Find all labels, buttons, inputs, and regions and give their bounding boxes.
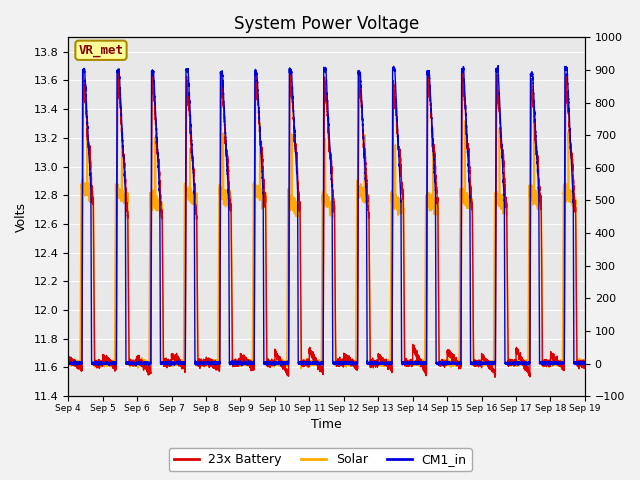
Solar xyxy=(258,192,266,198)
23x Battery xyxy=(170,352,177,358)
23x Battery xyxy=(492,374,499,380)
Solar xyxy=(579,360,587,366)
Line: CM1_in: CM1_in xyxy=(68,66,585,366)
Line: Solar: Solar xyxy=(68,111,585,368)
23x Battery xyxy=(581,360,589,365)
Solar xyxy=(531,108,538,114)
23x Battery xyxy=(471,360,479,365)
CM1_in xyxy=(398,360,406,365)
Solar xyxy=(581,357,589,363)
CM1_in xyxy=(64,361,72,367)
CM1_in xyxy=(494,63,502,69)
Solar xyxy=(170,362,177,368)
Y-axis label: Volts: Volts xyxy=(15,202,28,232)
Solar xyxy=(471,360,479,366)
CM1_in xyxy=(581,360,589,366)
Solar xyxy=(175,361,182,367)
Line: 23x Battery: 23x Battery xyxy=(68,69,585,377)
23x Battery xyxy=(579,365,587,371)
CM1_in xyxy=(175,360,182,366)
23x Battery xyxy=(398,184,406,190)
Solar xyxy=(398,204,406,210)
X-axis label: Time: Time xyxy=(311,419,342,432)
Legend: 23x Battery, Solar, CM1_in: 23x Battery, Solar, CM1_in xyxy=(168,448,472,471)
CM1_in xyxy=(579,360,587,365)
23x Battery xyxy=(64,356,72,362)
Title: System Power Voltage: System Power Voltage xyxy=(234,15,419,33)
CM1_in xyxy=(132,363,140,369)
Text: VR_met: VR_met xyxy=(79,44,124,57)
23x Battery xyxy=(175,360,182,366)
23x Battery xyxy=(286,66,294,72)
Solar xyxy=(64,361,72,367)
CM1_in xyxy=(170,360,177,366)
23x Battery xyxy=(258,146,266,152)
CM1_in xyxy=(471,360,479,366)
CM1_in xyxy=(258,164,266,169)
Solar xyxy=(297,365,305,371)
